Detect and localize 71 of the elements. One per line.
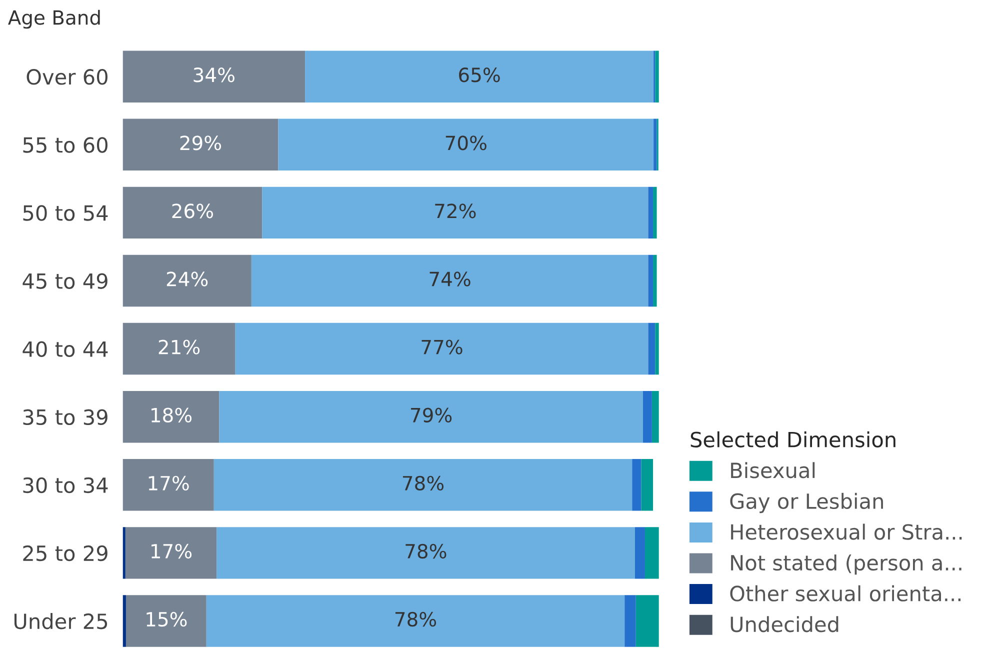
y-axis-title: Age Band — [8, 10, 100, 29]
bar — [262, 186, 648, 239]
data-label: 34% — [194, 68, 234, 82]
y-tick-label: 40 to 44 — [22, 341, 108, 357]
y-tick-label: 35 to 39 — [23, 409, 108, 426]
data-label: 65% — [459, 68, 500, 82]
bar — [655, 322, 659, 375]
bar — [641, 459, 654, 511]
bar — [642, 390, 652, 443]
bar — [125, 527, 217, 579]
bar — [214, 459, 632, 511]
legend-label: Undecided — [730, 616, 838, 632]
data-label: 29% — [180, 136, 222, 150]
data-label: 78% — [402, 476, 444, 491]
bar — [251, 254, 648, 307]
bar — [648, 322, 656, 375]
bar — [122, 186, 262, 239]
bar — [122, 254, 252, 307]
bar — [122, 527, 126, 579]
bar — [235, 322, 648, 375]
data-label: 15% — [146, 612, 187, 627]
y-tick-label: 45 to 49 — [22, 273, 108, 289]
data-label: 78% — [406, 544, 446, 559]
bar — [648, 254, 654, 307]
bar — [655, 50, 659, 102]
data-label: 18% — [152, 408, 192, 422]
y-tick-label: 25 to 29 — [23, 545, 108, 562]
bar — [122, 322, 236, 375]
bar — [126, 595, 206, 647]
data-label: 74% — [430, 272, 470, 286]
bar — [122, 50, 306, 102]
data-label: 77% — [422, 340, 462, 354]
bar — [219, 390, 643, 443]
bar — [636, 595, 659, 647]
bar — [206, 595, 625, 647]
bar — [122, 390, 220, 443]
bar — [216, 527, 635, 579]
y-tick-label: Over 60 — [26, 69, 108, 85]
legend-label: Other sexual orienta... — [730, 585, 961, 602]
data-label: 79% — [411, 408, 452, 422]
data-label: 21% — [158, 340, 200, 354]
bar — [648, 186, 654, 239]
bar — [122, 118, 278, 171]
data-label: 70% — [446, 136, 486, 150]
legend-title: Selected Dimension — [690, 431, 896, 448]
bar — [644, 527, 659, 579]
bar — [305, 50, 654, 102]
y-tick-label: 50 to 54 — [23, 205, 108, 221]
data-label: 26% — [172, 204, 213, 218]
data-label: 17% — [152, 544, 192, 559]
data-label: 78% — [395, 612, 436, 627]
legend-label: Not stated (person a... — [731, 554, 962, 575]
legend-label: Bisexual — [731, 462, 815, 478]
bar — [653, 186, 657, 239]
bar — [652, 390, 659, 443]
bar — [122, 459, 214, 511]
legend-label: Heterosexual or Stra... — [731, 524, 962, 540]
bar — [653, 254, 657, 307]
bar — [634, 527, 645, 579]
y-tick-label: Under 25 — [14, 613, 108, 630]
data-label: 72% — [435, 204, 476, 218]
y-tick-label: 55 to 60 — [23, 137, 108, 153]
bar — [278, 118, 654, 171]
bar — [632, 459, 642, 511]
bar — [122, 595, 126, 647]
bar — [654, 118, 657, 171]
data-label: 24% — [166, 272, 208, 286]
bar — [624, 595, 636, 647]
data-label: 17% — [148, 476, 189, 491]
y-tick-label: 30 to 34 — [23, 477, 108, 494]
legend-label: Gay or Lesbian — [730, 492, 883, 514]
